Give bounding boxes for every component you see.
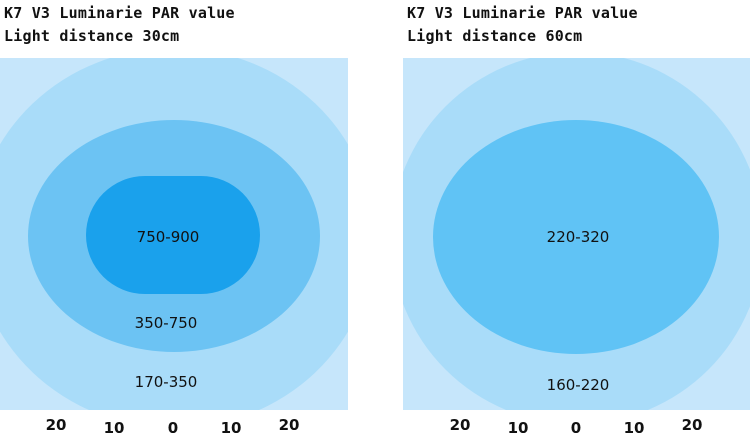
zone-label-inner: 220-320 <box>546 228 610 246</box>
axis-tick: 10 <box>623 419 645 437</box>
axis-tick: 10 <box>220 419 242 437</box>
axis-tick: 20 <box>45 416 67 434</box>
par-heatmap-60cm: 220-320 160-220 <box>403 58 750 410</box>
axis-tick: 10 <box>103 419 125 437</box>
zone-750-900 <box>86 176 260 294</box>
par-zones-60cm <box>403 58 750 410</box>
axis-tick: 0 <box>167 419 179 437</box>
axis-tick: 20 <box>278 416 300 434</box>
zone-220-320 <box>433 120 719 354</box>
par-heatmap-30cm: 750-900 350-750 170-350 <box>0 58 348 410</box>
axis-tick: 20 <box>681 416 703 434</box>
axis-tick: 0 <box>570 419 582 437</box>
panel-subtitle: Light distance 30cm <box>4 27 180 45</box>
zone-label-middle: 350-750 <box>134 314 198 332</box>
zone-label-outer: 170-350 <box>134 373 198 391</box>
panel-title: K7 V3 Luminarie PAR value <box>407 4 638 22</box>
zone-label-inner: 750-900 <box>136 228 200 246</box>
zone-label-outer: 160-220 <box>546 376 610 394</box>
axis-tick: 10 <box>507 419 529 437</box>
par-zones-30cm <box>0 58 348 410</box>
axis-tick: 20 <box>449 416 471 434</box>
panel-subtitle: Light distance 60cm <box>407 27 583 45</box>
panel-title: K7 V3 Luminarie PAR value <box>4 4 235 22</box>
